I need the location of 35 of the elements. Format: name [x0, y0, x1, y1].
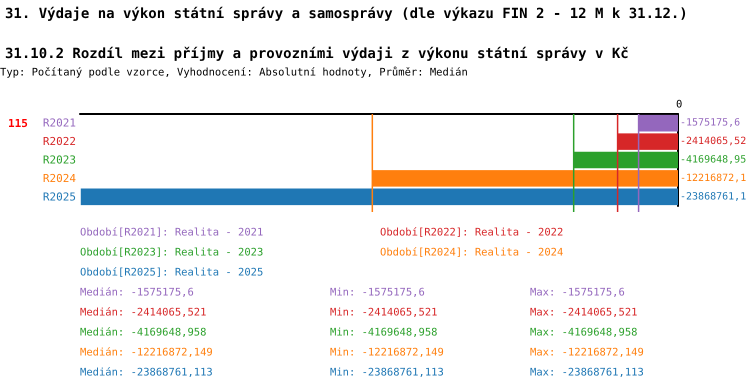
text: Medián: -12216872,149: [80, 346, 213, 358]
text: Min: -1575175,6: [330, 286, 425, 298]
text: Medián: -1575175,6: [80, 286, 194, 298]
data-label: -4169648,95: [680, 154, 746, 166]
chart-title: 31. Výdaje na výkon státní správy a samosprávy (dle výkazu FIN 2 - 12 M k 31.12.): [5, 6, 688, 22]
text: Min: -12216872,149: [330, 346, 444, 358]
text: Období[R2022]: Realita - 2022: [380, 226, 564, 238]
text: Období[R2023]: Realita - 2023: [80, 246, 264, 258]
y-tick-label: R2025: [42, 190, 76, 204]
y-tick-label: R2023: [42, 154, 76, 166]
text: Min: -23868761,113: [330, 366, 444, 378]
text: Období[R2024]: Realita - 2024: [380, 246, 564, 258]
text: Max: -4169648,958: [530, 326, 638, 338]
text: Min: -4169648,958: [330, 326, 438, 338]
text: Medián: -4169648,958: [80, 326, 206, 338]
text: Min: -2414065,521: [330, 306, 438, 318]
y-tick-label: R2022: [42, 135, 76, 148]
text: 0: [676, 98, 682, 110]
data-label: -2414065,52: [680, 136, 746, 148]
text: Období[R2021]: Realita - 2021: [80, 226, 264, 238]
y-tick-label: R2021: [42, 116, 76, 130]
data-label: -1575175,6: [680, 118, 740, 129]
text: Medián: -2414065,521: [80, 306, 206, 318]
text: Období[R2025]: Realita - 2025: [80, 266, 264, 278]
text: Max: -1575175,6: [530, 286, 625, 298]
chart-subtitle: 31.10.2 Rozdíl mezi příjmy a provozními výdaji z výkonu státní správy v Kč: [5, 46, 629, 62]
text: Max: -23868761,113: [530, 366, 644, 378]
text: Typ: Počítaný podle vzorce, Vyhodnocení: Absolutní hodnoty, Průměr: Medián: [0, 66, 468, 78]
text: 115: [8, 117, 28, 130]
data-label: -12216872,1: [680, 172, 746, 184]
text: Max: -12216872,149: [530, 346, 644, 358]
text: Medián: -23868761,113: [80, 366, 213, 378]
data-label: -23868761,1: [680, 191, 746, 202]
text: Max: -2414065,521: [530, 306, 638, 318]
y-tick-label: R2024: [42, 172, 76, 185]
